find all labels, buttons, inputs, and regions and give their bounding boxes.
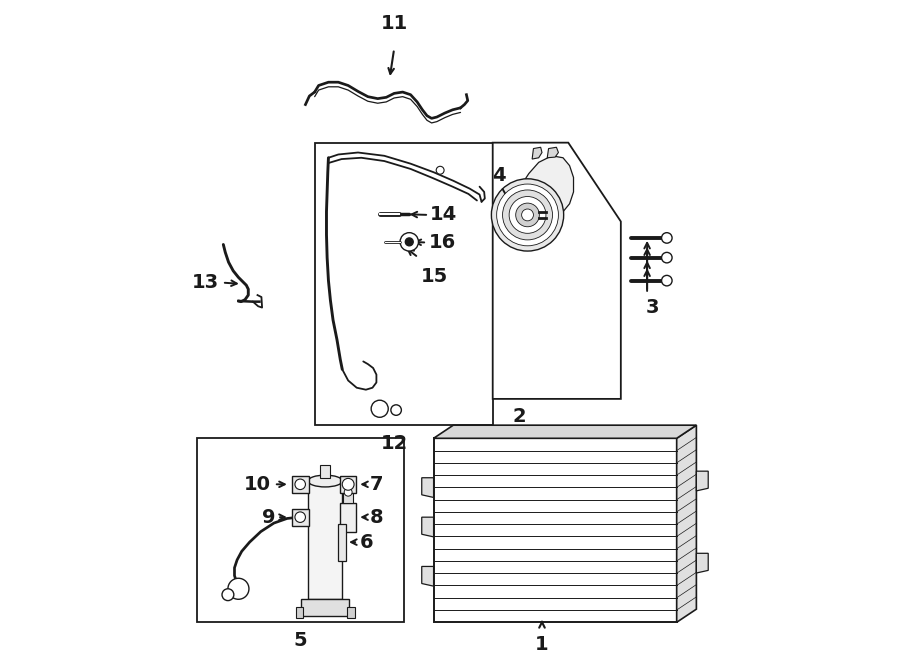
Text: 8: 8	[370, 508, 383, 527]
Bar	[340, 503, 356, 531]
Circle shape	[662, 233, 672, 243]
Text: 13: 13	[192, 273, 219, 292]
Bar	[197, 438, 404, 622]
Polygon shape	[506, 156, 573, 228]
Bar	[292, 508, 309, 525]
Circle shape	[405, 238, 413, 246]
Circle shape	[228, 578, 249, 600]
Circle shape	[222, 589, 234, 601]
Text: 5: 5	[293, 631, 307, 650]
Bar	[346, 607, 355, 617]
Polygon shape	[697, 471, 708, 491]
Circle shape	[295, 512, 305, 522]
Text: 16: 16	[428, 233, 455, 252]
Text: 6: 6	[359, 533, 373, 552]
Polygon shape	[697, 553, 708, 573]
Bar	[340, 476, 356, 493]
Bar	[320, 465, 330, 478]
Text: 1: 1	[536, 635, 549, 654]
Circle shape	[436, 167, 444, 175]
Text: 14: 14	[430, 206, 457, 225]
Circle shape	[295, 479, 305, 490]
Circle shape	[391, 405, 401, 415]
Text: 9: 9	[262, 508, 275, 527]
Polygon shape	[492, 143, 621, 399]
Text: 3: 3	[645, 298, 659, 317]
Text: 2: 2	[512, 407, 526, 426]
Circle shape	[342, 479, 354, 490]
Ellipse shape	[308, 475, 342, 487]
Circle shape	[662, 276, 672, 286]
Circle shape	[497, 184, 558, 246]
Text: 4: 4	[492, 167, 506, 185]
Circle shape	[491, 178, 563, 251]
Bar	[308, 481, 342, 600]
Circle shape	[400, 233, 418, 251]
Text: 15: 15	[420, 268, 447, 286]
Polygon shape	[422, 478, 434, 498]
Bar	[315, 143, 492, 425]
Bar	[338, 524, 346, 561]
Text: 12: 12	[381, 434, 408, 453]
Polygon shape	[547, 147, 558, 158]
Bar	[434, 438, 677, 622]
Circle shape	[371, 400, 388, 417]
Circle shape	[344, 488, 352, 496]
Circle shape	[522, 209, 534, 221]
Text: 7: 7	[370, 475, 383, 494]
Polygon shape	[422, 517, 434, 537]
Circle shape	[516, 203, 539, 227]
Polygon shape	[434, 425, 697, 438]
Polygon shape	[422, 566, 434, 586]
Bar	[301, 600, 349, 615]
Text: 11: 11	[381, 14, 408, 33]
Bar	[343, 491, 354, 503]
Polygon shape	[677, 425, 697, 622]
Circle shape	[502, 190, 553, 240]
Circle shape	[509, 196, 546, 233]
Circle shape	[662, 253, 672, 263]
Bar	[295, 607, 303, 617]
Text: 10: 10	[244, 475, 271, 494]
Bar	[292, 476, 309, 493]
Polygon shape	[532, 147, 542, 159]
